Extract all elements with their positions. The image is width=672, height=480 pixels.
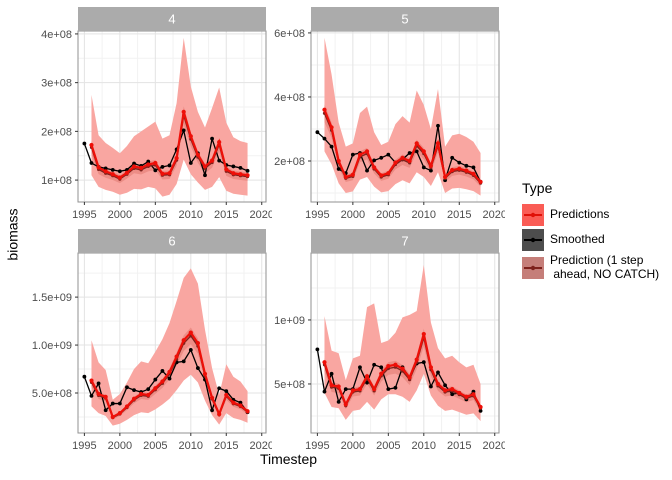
legend-item-one-step-prediction: Prediction (1 step ahead, NO CATCH) [522,253,670,282]
facet-strip-label: 6 [168,234,175,249]
x-tick-label: 2010 [179,209,203,221]
legend-item-smoothed: Smoothed [522,229,670,251]
facet-strip [311,7,499,31]
legend-label-predictions: Predictions [550,207,610,222]
predictions-line [322,107,483,184]
x-tick-label: 2010 [412,440,436,452]
legend-title: Type [522,180,553,196]
x-tick-label: 1995 [72,440,96,452]
legend-item-predictions: Predictions [522,204,670,226]
facet-5-chart: 5 1995 2000 2005 2010 2015 2020 2e+08 4e+08 6e+08 [274,7,505,221]
facet-strip [78,7,266,31]
legend-label-one-step-prediction: Prediction (1 step ahead, NO CATCH) [550,253,660,281]
y-tick-label: 1e+08 [41,175,72,187]
x-tick-label: 2005 [143,209,167,221]
y-tick-label: 3e+08 [41,78,72,90]
y-axis-title: biomass [4,208,21,261]
x-tick-label: 2020 [250,440,272,452]
y-tick-label: 2e+08 [274,156,305,168]
x-tick-label: 2000 [108,440,132,452]
predictions-line [89,109,250,180]
facet-strip [311,229,499,253]
facet-panel-6: 6 1995 2000 2005 2010 2015 2020 5.0e+08 1.0e+09 1… [28,229,272,455]
x-tick-label: 1995 [305,440,329,452]
x-tick-label: 2000 [341,440,365,452]
facet-6-chart: 6 1995 2000 2005 2010 2015 2020 5.0e+08 1.0e+09 1… [32,229,272,452]
smoothed-line [82,128,250,178]
facet-panel-4: 4 1995 2000 2005 2010 2015 2020 1e+08 2e+08 3e+08… [28,7,272,224]
x-tick-label: 2000 [108,209,132,221]
x-tick-label: 2000 [341,209,365,221]
facet-4-chart: 4 1995 2000 2005 2010 2015 2020 1e+08 2e+08 3e+08… [41,7,272,221]
facet-strip-label: 4 [168,12,175,27]
one-step-prediction-key-icon [522,256,544,279]
facet-strip-label: 5 [401,12,408,27]
facet-panel-7: 7 1995 2000 2005 2010 2015 2020 5e+08 1e+09 [261,229,505,455]
x-tick-label: 1995 [72,209,96,221]
x-tick-label: 2020 [250,209,272,221]
y-tick-label: 4e+08 [41,29,72,41]
predictions-key-icon [522,204,544,226]
smoothed-line [315,347,483,413]
x-tick-label: 2005 [376,209,400,221]
predictions-line [89,330,250,420]
x-tick-label: 2005 [143,440,167,452]
y-tick-label: 5.0e+08 [32,388,72,400]
y-tick-label: 5e+08 [274,379,305,391]
x-tick-label: 2015 [214,209,238,221]
y-tick-label: 1e+09 [274,315,305,327]
facet-strip [78,229,266,253]
x-tick-label: 2020 [483,440,505,452]
y-tick-label: 1.5e+09 [32,292,72,304]
one-step-ribbon [324,104,481,187]
x-tick-label: 1995 [305,209,329,221]
x-tick-label: 2010 [179,440,203,452]
x-tick-label: 2005 [376,440,400,452]
y-tick-label: 1.0e+09 [32,340,72,352]
legend-label-smoothed: Smoothed [550,232,605,247]
smoothed-line [82,347,250,415]
x-tick-label: 2015 [447,209,471,221]
predictions-line [322,331,483,410]
x-tick-label: 2010 [412,209,436,221]
y-tick-label: 4e+08 [274,92,305,104]
facet-strip-label: 7 [401,234,408,249]
x-tick-label: 2015 [214,440,238,452]
facet-7-chart: 7 1995 2000 2005 2010 2015 2020 5e+08 1e+09 [274,229,505,452]
smoothed-key-icon [522,229,544,251]
y-tick-label: 6e+08 [274,28,305,40]
x-tick-label: 2020 [483,209,505,221]
facet-panel-5: 5 1995 2000 2005 2010 2015 2020 2e+08 4e+08 6e+08 [261,7,505,224]
y-tick-label: 2e+08 [41,126,72,138]
x-axis-title: Timestep [259,451,318,467]
legend: Type Predictions Smoothed Prediction (1 … [522,180,670,285]
x-tick-label: 2015 [447,440,471,452]
